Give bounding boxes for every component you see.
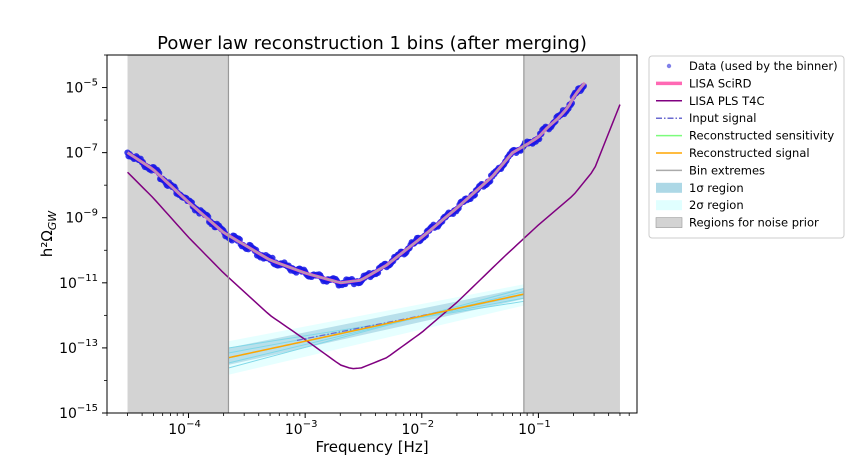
x-tick-label: 10−1 — [518, 419, 551, 438]
band-sample-line-2 — [228, 291, 524, 364]
legend-label: LISA SciRD — [689, 76, 752, 90]
reconstructed-signal-line — [228, 293, 525, 359]
band-sample-line-1 — [228, 288, 524, 369]
y-axis-label-sub: GW — [46, 210, 59, 231]
x-tick-label: 10−2 — [402, 419, 435, 438]
lisa-pls-line — [127, 104, 621, 370]
legend-entry: Reconstructed sensitivity — [656, 129, 834, 143]
legend-label: 2σ region — [689, 198, 744, 212]
data-point — [582, 0, 588, 3]
legend-label: Regions for noise prior — [689, 216, 819, 230]
legend-swatch-patch — [656, 182, 682, 193]
x-tick-label: 10−4 — [168, 419, 201, 438]
y-tick-label: 10−5 — [65, 78, 98, 97]
reconstructed-sensitivity-line — [127, 82, 586, 284]
legend-swatch-patch — [656, 200, 682, 211]
y-tick-label: 10−15 — [59, 403, 98, 422]
legend-entry: Bin extremes — [656, 163, 765, 177]
legend-swatch-patch — [655, 217, 683, 228]
y-tick-label: 10−9 — [65, 208, 98, 227]
x-tick-label: 10−3 — [285, 419, 318, 438]
legend-entry: Input signal — [656, 111, 756, 125]
legend-entry: 1σ region — [656, 181, 744, 195]
legend-entry: Regions for noise prior — [655, 216, 819, 230]
legend-entry: LISA PLS T4C — [656, 94, 765, 108]
legend: Data (used by the binner) LISA SciRD LISA … — [648, 55, 845, 239]
legend-label: LISA PLS T4C — [689, 94, 765, 108]
legend-label: Reconstructed signal — [689, 146, 810, 160]
legend-swatch-dot — [666, 63, 672, 69]
y-tick-label: 10−11 — [59, 273, 98, 292]
legend-label: Data (used by the binner) — [689, 59, 838, 73]
noise-prior-region-1 — [127, 55, 229, 413]
noise-prior-region-2 — [523, 55, 620, 413]
plot-frame — [106, 54, 638, 414]
x-axis-label: Frequency [Hz] — [315, 438, 428, 456]
legend-entry: Reconstructed signal — [656, 146, 810, 160]
y-axis-label-main: h²Ω — [38, 230, 56, 257]
legend-label: Bin extremes — [689, 163, 765, 177]
legend-label: Reconstructed sensitivity — [689, 129, 834, 143]
y-axis-label: h²ΩGW — [38, 210, 59, 258]
legend-entry: 2σ region — [656, 198, 744, 212]
y-tick-label: 10−13 — [59, 338, 98, 357]
legend-entry: Data (used by the binner) — [666, 59, 838, 73]
legend-entry: LISA SciRD — [656, 76, 752, 90]
y-tick-label: 10−7 — [65, 143, 98, 162]
chart-title: Power law reconstruction 1 bins (after m… — [157, 33, 587, 54]
legend-label: 1σ region — [689, 181, 744, 195]
legend-label: Input signal — [689, 111, 756, 125]
legend-box — [648, 55, 845, 239]
